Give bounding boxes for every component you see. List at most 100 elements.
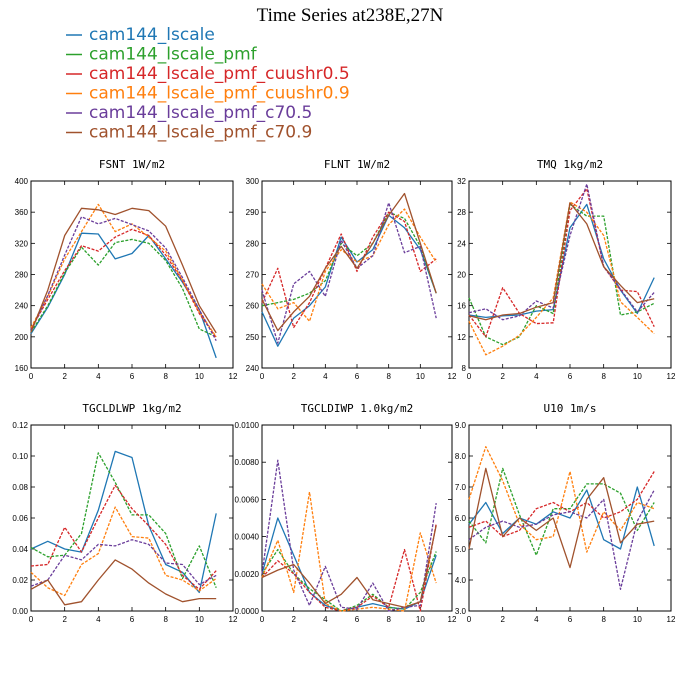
series-line-cam144_lscale_pmf_c70.9: [30, 207, 217, 334]
x-tick-label: 12: [667, 372, 676, 381]
plot-frame: [261, 180, 453, 369]
x-tick-label: 0: [29, 372, 34, 381]
x-tick-label: 6: [355, 615, 360, 624]
x-tick-label: 0: [467, 615, 472, 624]
legend-entry: cam144_lscale: [66, 25, 215, 45]
y-tick-label: 260: [246, 302, 260, 311]
series-line-cam144_lscale_pmf_cuushr0.9: [30, 203, 217, 338]
x-tick-label: 10: [633, 615, 642, 624]
y-tick-label: 320: [15, 239, 29, 248]
x-tick-label: 4: [96, 372, 101, 381]
panel-title: FSNT 1W/m2: [99, 158, 165, 171]
x-tick-label: 10: [633, 372, 642, 381]
legend-label: cam144_lscale: [89, 25, 215, 45]
chart-panel: TGCLDIWP 1.0kg/m2 0.0000 0.0020 0.0040 0.006…: [235, 402, 457, 624]
y-tick-label: 7.0: [455, 483, 467, 492]
x-tick-label: 8: [601, 372, 606, 381]
y-tick-label: 240: [15, 302, 29, 311]
series-line-cam144_lscale_pmf_c70.9: [261, 525, 437, 608]
y-tick-label: 0.02: [12, 576, 28, 585]
chart-panel: FLNT 1W/m2 240 250 260 270 280 290 300 0 2 4 6 8 10 12: [246, 158, 457, 381]
x-tick-label: 0: [260, 372, 265, 381]
plot-frame: [468, 180, 672, 369]
series-line-cam144_lscale_pmf_cuushr0.9: [261, 208, 437, 322]
series-line-cam144_lscale_pmf_cuushr0.5: [468, 471, 655, 538]
series-line-cam144_lscale: [30, 450, 217, 594]
series-line-cam144_lscale_pmf_c70.5: [468, 489, 655, 590]
y-tick-label: 32: [457, 177, 466, 186]
y-tick-label: 0.04: [12, 545, 28, 554]
x-tick-label: 12: [448, 615, 457, 624]
series-line-cam144_lscale_pmf_cuushr0.9: [468, 446, 655, 553]
panel-title: TGCLDLWP 1kg/m2: [82, 402, 181, 415]
legend-entry: cam144_lscale_pmf: [66, 45, 258, 65]
chart-panel: TGCLDLWP 1kg/m2 0.00 0.02 0.04 0.06 0.08 0.10 0…: [12, 402, 238, 624]
series-line-cam144_lscale_pmf_c70.5: [468, 183, 655, 321]
x-tick-label: 4: [534, 615, 539, 624]
y-tick-label: 28: [457, 208, 466, 217]
series-line-cam144_lscale_pmf: [468, 203, 655, 346]
series-line-cam144_lscale_pmf: [468, 467, 655, 556]
y-tick-label: 6.0: [455, 514, 467, 523]
y-tick-label: 280: [15, 271, 29, 280]
series-line-cam144_lscale_pmf_c70.9: [468, 202, 655, 321]
x-tick-label: 10: [416, 372, 425, 381]
series-line-cam144_lscale_pmf_c70.9: [468, 467, 655, 569]
legend-label: cam144_lscale_pmf_cuushr0.5: [89, 64, 350, 84]
panel-title: TGCLDIWP 1.0kg/m2: [301, 402, 414, 415]
y-tick-label: 0.0080: [235, 458, 260, 467]
y-tick-label: 0.0040: [235, 533, 260, 542]
series-line-cam144_lscale_pmf_c70.5: [261, 202, 437, 344]
panel-title: U10 1m/s: [544, 402, 597, 415]
series-line-cam144_lscale_pmf_cuushr0.5: [468, 188, 655, 338]
legend-entry: cam144_lscale_pmf_c70.9: [66, 123, 312, 143]
series-line-cam144_lscale_pmf_cuushr0.9: [261, 491, 437, 612]
y-tick-label: 250: [246, 333, 260, 342]
x-tick-label: 8: [386, 372, 391, 381]
y-tick-label: 360: [15, 208, 29, 217]
series-line-cam144_lscale: [468, 486, 655, 550]
series-line-cam144_lscale_pmf: [261, 548, 437, 612]
y-tick-label: 0.06: [12, 514, 28, 523]
series-line-cam144_lscale_pmf_c70.5: [30, 216, 217, 342]
x-tick-label: 6: [568, 615, 573, 624]
x-tick-label: 8: [601, 615, 606, 624]
y-tick-label: 8: [462, 364, 467, 373]
x-tick-label: 12: [448, 372, 457, 381]
x-tick-label: 6: [568, 372, 573, 381]
y-tick-label: 300: [246, 177, 260, 186]
x-tick-label: 4: [323, 615, 328, 624]
legend-entry: cam144_lscale_pmf_c70.5: [66, 103, 312, 123]
x-tick-label: 8: [163, 372, 168, 381]
x-tick-label: 0: [260, 615, 265, 624]
series-line-cam144_lscale_pmf_c70.9: [261, 192, 437, 332]
plot-frame: [30, 180, 234, 369]
y-tick-label: 12: [457, 333, 466, 342]
y-tick-label: 270: [246, 271, 260, 280]
x-tick-label: 4: [534, 372, 539, 381]
legend-label: cam144_lscale_pmf_c70.5: [89, 103, 312, 123]
x-tick-label: 6: [130, 615, 135, 624]
y-tick-label: 3.0: [455, 607, 467, 616]
series-line-cam144_lscale_pmf_c70.9: [30, 559, 217, 606]
x-tick-label: 2: [500, 615, 505, 624]
x-tick-label: 12: [229, 372, 238, 381]
x-tick-label: 2: [62, 372, 67, 381]
y-tick-label: 20: [457, 271, 466, 280]
y-tick-label: 8.0: [455, 452, 467, 461]
x-tick-label: 10: [195, 372, 204, 381]
x-tick-label: 10: [195, 615, 204, 624]
panel-title: TMQ 1kg/m2: [537, 158, 603, 171]
series-line-cam144_lscale_pmf_cuushr0.5: [261, 211, 437, 329]
x-tick-label: 0: [467, 372, 472, 381]
y-tick-label: 160: [15, 364, 29, 373]
x-tick-label: 2: [291, 615, 296, 624]
series-line-cam144_lscale_pmf_cuushr0.5: [261, 523, 437, 612]
series-line-cam144_lscale_pmf: [261, 211, 437, 307]
series-line-cam144_lscale_pmf_cuushr0.5: [30, 484, 217, 590]
y-tick-label: 200: [15, 333, 29, 342]
y-tick-label: 16: [457, 302, 466, 311]
